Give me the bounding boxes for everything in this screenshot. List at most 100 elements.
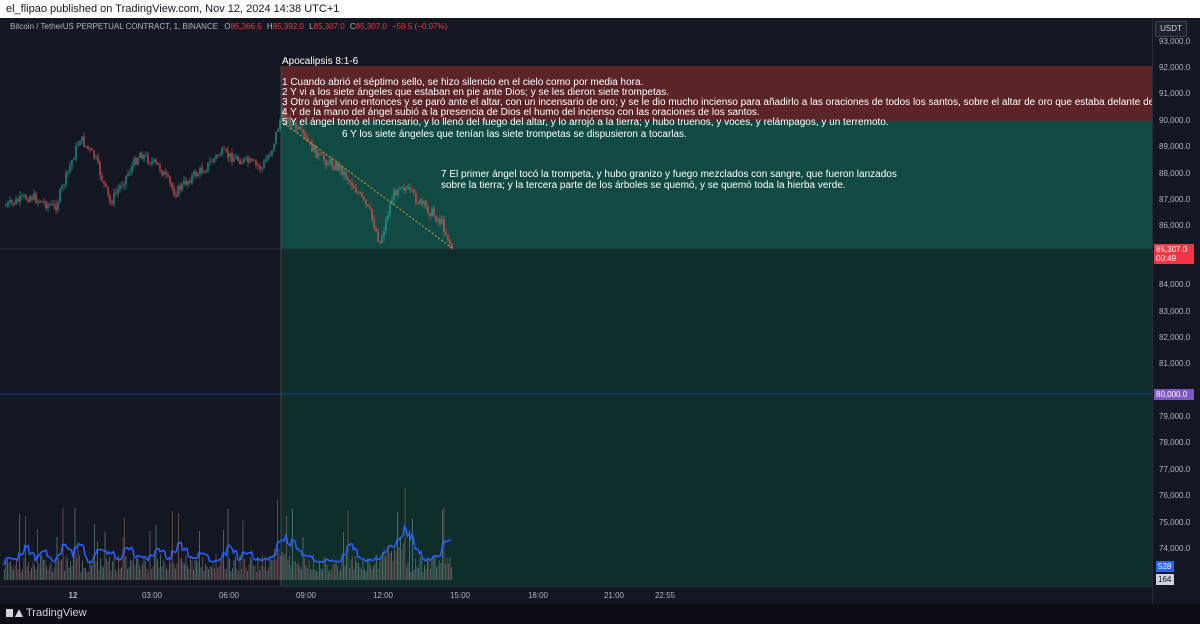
volume-bar <box>94 524 95 580</box>
candle-body <box>233 158 235 162</box>
volume-bar <box>370 564 371 580</box>
verse-2: 2 Y vi a los siete ángeles que estaban e… <box>282 87 670 98</box>
volume-bar <box>308 560 310 580</box>
volume-bar <box>245 566 247 580</box>
candle-body <box>149 163 151 164</box>
candle-body <box>373 219 375 229</box>
chart-area[interactable]: Apocalipsis 8:1-6 <box>0 18 1152 586</box>
candle-body <box>429 213 431 217</box>
volume-bar <box>385 556 386 580</box>
volume-bar <box>148 571 149 580</box>
volume-bar <box>119 568 121 580</box>
volume-bar <box>11 566 13 580</box>
candle-body <box>393 190 395 201</box>
volume-bar <box>13 570 14 580</box>
candle-body <box>133 158 135 166</box>
volume-bar <box>353 569 355 580</box>
open-label: O <box>224 22 231 31</box>
candle-body <box>29 196 31 202</box>
volume-bar <box>206 566 208 580</box>
currency-button[interactable]: USDT <box>1155 21 1187 37</box>
volume-bar <box>392 561 394 580</box>
annotation-title: Apocalipsis 8:1-6 <box>282 56 359 67</box>
candle-body <box>5 205 7 207</box>
candle-body <box>243 158 245 163</box>
volume-bar <box>208 569 209 580</box>
candle-body <box>75 145 77 159</box>
volume-bar <box>338 571 340 580</box>
volume-bar <box>416 566 418 580</box>
volume-bar <box>107 561 109 580</box>
candle-body <box>351 181 353 187</box>
candle-body <box>273 143 275 151</box>
candle-body <box>419 199 421 204</box>
candle-body <box>305 135 307 138</box>
candle-body <box>15 199 17 205</box>
candle-body <box>319 152 321 155</box>
time-axis[interactable]: 12 03:00 06:00 09:00 12:00 15:00 18:00 2… <box>0 586 1152 605</box>
volume-bar <box>22 568 23 580</box>
candle-body <box>183 180 185 184</box>
price-axis[interactable]: 93,000.0 92,000.0 91,000.0 90,000.0 89,0… <box>1152 18 1200 604</box>
time-tick: 09:00 <box>295 591 317 600</box>
volume-bar <box>382 551 383 580</box>
volume-bar <box>319 560 320 580</box>
volume-bar <box>71 565 73 580</box>
candle-body <box>57 202 59 210</box>
candle-body <box>81 136 83 142</box>
candle-body <box>303 130 305 136</box>
volume-bar <box>356 562 358 580</box>
volume-bar <box>128 567 130 580</box>
volume-bar <box>304 557 305 580</box>
candle-body <box>345 171 347 179</box>
candle-body <box>433 208 435 216</box>
volume-bar <box>337 565 338 580</box>
time-tick: 21:00 <box>603 591 625 600</box>
volume-bar <box>166 568 167 580</box>
chart-canvas[interactable] <box>0 18 1152 586</box>
volume-bar <box>221 559 223 580</box>
candle-body <box>407 186 409 189</box>
volume-bar <box>310 569 311 580</box>
volume-bar <box>278 548 280 580</box>
candle-body <box>389 204 391 216</box>
price-tick: 84,000.0 <box>1159 280 1191 289</box>
candle-body <box>79 141 81 146</box>
volume-bar <box>190 557 191 580</box>
volume-bar <box>20 571 22 580</box>
candle-body <box>27 199 29 202</box>
volume-bar <box>209 566 211 580</box>
candle-body <box>397 189 399 196</box>
volume-bar <box>395 550 397 580</box>
candle-body <box>335 162 337 170</box>
candle-body <box>211 161 213 163</box>
volume-bar <box>329 569 331 580</box>
tradingview-logo[interactable]: TradingView <box>6 607 87 619</box>
candle-body <box>39 200 41 203</box>
volume-bar <box>200 567 202 580</box>
volume-bar <box>248 564 250 580</box>
volume-bar <box>335 560 337 580</box>
candle-body <box>147 154 149 164</box>
candle-body <box>141 153 143 160</box>
high-label: H <box>266 22 273 31</box>
candle-body <box>93 150 95 158</box>
candle-body <box>377 231 379 242</box>
candle-body <box>437 219 439 222</box>
candle-body <box>257 164 259 166</box>
candle-body <box>221 148 223 155</box>
volume-bar <box>352 556 353 580</box>
price-tick: 82,000.0 <box>1159 333 1191 342</box>
volume-bar <box>41 555 43 580</box>
volume-bar <box>193 569 194 580</box>
volume-bar <box>269 555 271 580</box>
candle-body <box>51 203 53 206</box>
candle-body <box>121 185 123 187</box>
candle-body <box>375 228 377 232</box>
volume-bar <box>449 557 451 580</box>
candle-body <box>97 157 99 163</box>
candle-body <box>137 158 139 165</box>
volume-bar <box>211 566 212 580</box>
volume-bar <box>451 567 452 580</box>
candle-body <box>177 185 179 197</box>
